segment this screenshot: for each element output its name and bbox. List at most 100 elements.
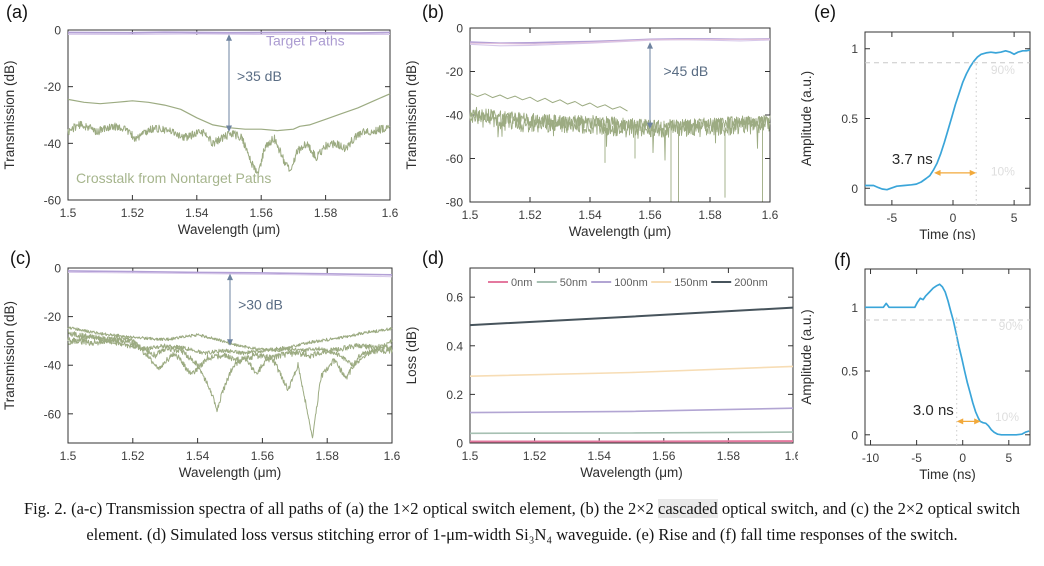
svg-text:Transmission (dB): Transmission (dB) [2, 60, 17, 169]
panel-d: (d) 1.5 1.52 1.54 1.56 1.58 1.6 0 0.2 0.4 0.6 Wave… [400, 240, 798, 492]
chart-e: -5 0 5 0 0.5 1 Time (ns) Amplitude (a.u.) 90% 10%… [799, 31, 1031, 240]
panel-a: (a) 1.5 1.52 1.54 1.56 1.58 1.6 0 -20 -40 -60 Wave… [0, 0, 400, 240]
svg-text:Wavelength (μm): Wavelength (μm) [569, 224, 672, 239]
chart-d: 1.5 1.52 1.54 1.56 1.58 1.6 0 0.2 0.4 0.6 Waveleng… [404, 267, 798, 480]
svg-text:1.52: 1.52 [523, 449, 547, 463]
svg-text:>30 dB: >30 dB [238, 296, 283, 312]
svg-text:1.5: 1.5 [60, 449, 77, 463]
svg-text:Wavelength (μm): Wavelength (μm) [580, 465, 683, 480]
svg-text:1.54: 1.54 [185, 206, 209, 220]
svg-text:-40: -40 [44, 137, 62, 151]
svg-text:0.6: 0.6 [446, 291, 463, 305]
svg-text:-10: -10 [862, 451, 880, 465]
svg-text:Target Paths: Target Paths [266, 33, 345, 49]
svg-text:0: 0 [456, 437, 463, 451]
svg-text:0.5: 0.5 [841, 112, 858, 126]
svg-text:1.54: 1.54 [578, 208, 602, 222]
caption-text: optical switch, and (c) the 2×2 optical … [86, 499, 1020, 545]
svg-text:-80: -80 [446, 196, 464, 210]
svg-text:1.56: 1.56 [251, 449, 275, 463]
svg-text:1.52: 1.52 [518, 208, 542, 222]
svg-text:0nm: 0nm [511, 277, 532, 289]
svg-text:1.54: 1.54 [588, 449, 612, 463]
panel-b: (b) 1.5 1.52 1.54 1.56 1.58 1.6 0 -20 -40 -60 -80 W… [400, 0, 780, 240]
svg-text:1.58: 1.58 [717, 449, 741, 463]
svg-text:-5: -5 [887, 211, 898, 225]
figure-caption: Fig. 2. (a-c) Transmission spectra of al… [24, 496, 1020, 549]
panel-c-label: (c) [10, 248, 31, 268]
svg-text:Crosstalk from Nontarget Paths: Crosstalk from Nontarget Paths [76, 170, 271, 186]
svg-text:1.6: 1.6 [762, 208, 779, 222]
svg-text:-20: -20 [44, 80, 62, 94]
svg-text:1.56: 1.56 [652, 449, 676, 463]
svg-text:1.5: 1.5 [462, 208, 479, 222]
svg-text:Transmission (dB): Transmission (dB) [2, 301, 17, 410]
svg-text:90%: 90% [991, 63, 1015, 77]
svg-text:>35 dB: >35 dB [237, 68, 282, 84]
svg-text:1.58: 1.58 [314, 206, 338, 220]
svg-text:0: 0 [851, 428, 858, 442]
panel-b-label: (b) [422, 2, 444, 22]
svg-text:1.56: 1.56 [638, 208, 662, 222]
svg-text:0: 0 [54, 24, 61, 38]
svg-text:100nm: 100nm [614, 277, 648, 289]
panel-f: (f) -10 -5 0 5 0 0.5 1 Time (ns) Amplitude (a.u.… [798, 240, 1044, 492]
svg-text:1.52: 1.52 [121, 449, 145, 463]
svg-text:1.52: 1.52 [121, 206, 145, 220]
panel-d-label: (d) [422, 248, 444, 268]
svg-text:5: 5 [1011, 211, 1018, 225]
svg-text:Transmission (dB): Transmission (dB) [404, 60, 419, 169]
svg-text:150nm: 150nm [674, 277, 708, 289]
svg-text:1.6: 1.6 [785, 449, 798, 463]
svg-text:Loss (dB): Loss (dB) [404, 327, 419, 385]
svg-text:1: 1 [851, 301, 858, 315]
svg-text:0: 0 [851, 182, 858, 196]
svg-text:-40: -40 [44, 359, 62, 373]
panel-a-label: (a) [6, 2, 28, 22]
chart-a: 1.5 1.52 1.54 1.56 1.58 1.6 0 -20 -40 -60 Waveleng… [2, 24, 399, 238]
chart-f: -10 -5 0 5 0 0.5 1 Time (ns) Amplitude (a.u.) 90%… [799, 268, 1031, 482]
svg-text:1.58: 1.58 [316, 449, 340, 463]
svg-text:0.2: 0.2 [446, 388, 463, 402]
svg-text:5: 5 [1005, 451, 1012, 465]
svg-text:-60: -60 [44, 194, 62, 208]
svg-text:-5: -5 [911, 451, 922, 465]
svg-text:10%: 10% [995, 410, 1019, 424]
svg-text:-60: -60 [446, 152, 464, 166]
caption-highlight: cascaded [658, 499, 718, 518]
panel-f-label: (f) [834, 250, 851, 270]
svg-text:1.5: 1.5 [60, 206, 77, 220]
svg-text:1.54: 1.54 [186, 449, 210, 463]
svg-text:-40: -40 [446, 109, 464, 123]
chart-b: 1.5 1.52 1.54 1.56 1.58 1.6 0 -20 -40 -60 -80 Wavel… [404, 22, 779, 240]
svg-text:Time (ns): Time (ns) [919, 227, 976, 240]
svg-text:Amplitude (a.u.): Amplitude (a.u.) [799, 71, 814, 166]
svg-text:Wavelength (μm): Wavelength (μm) [179, 465, 282, 480]
svg-text:0: 0 [456, 22, 463, 36]
svg-text:Amplitude (a.u.): Amplitude (a.u.) [799, 309, 814, 404]
svg-text:-20: -20 [446, 65, 464, 79]
panel-c: (c) 1.5 1.52 1.54 1.56 1.58 1.6 0 -20 -40 -60 Wave… [0, 240, 400, 492]
svg-text:10%: 10% [991, 165, 1015, 179]
svg-text:1.58: 1.58 [698, 208, 722, 222]
svg-text:0: 0 [950, 211, 957, 225]
svg-text:0.4: 0.4 [446, 339, 463, 353]
svg-text:-20: -20 [44, 310, 62, 324]
svg-text:1.6: 1.6 [382, 206, 399, 220]
svg-text:1.56: 1.56 [250, 206, 274, 220]
svg-text:Wavelength (μm): Wavelength (μm) [178, 222, 281, 237]
svg-text:50nm: 50nm [560, 277, 588, 289]
svg-text:Time (ns): Time (ns) [919, 467, 976, 482]
svg-text:1: 1 [851, 42, 858, 56]
svg-text:0: 0 [54, 262, 61, 276]
svg-text:3.0 ns: 3.0 ns [913, 402, 954, 419]
svg-text:3.7 ns: 3.7 ns [892, 151, 933, 168]
svg-text:-60: -60 [44, 407, 62, 421]
panel-e: (e) -5 0 5 0 0.5 1 Time (ns) Amplitude (a.u.) 90… [780, 0, 1044, 240]
svg-text:200nm: 200nm [734, 277, 768, 289]
panel-e-label: (e) [814, 2, 836, 22]
svg-text:0.5: 0.5 [841, 365, 858, 379]
svg-text:0: 0 [959, 451, 966, 465]
svg-text:1.5: 1.5 [462, 449, 479, 463]
